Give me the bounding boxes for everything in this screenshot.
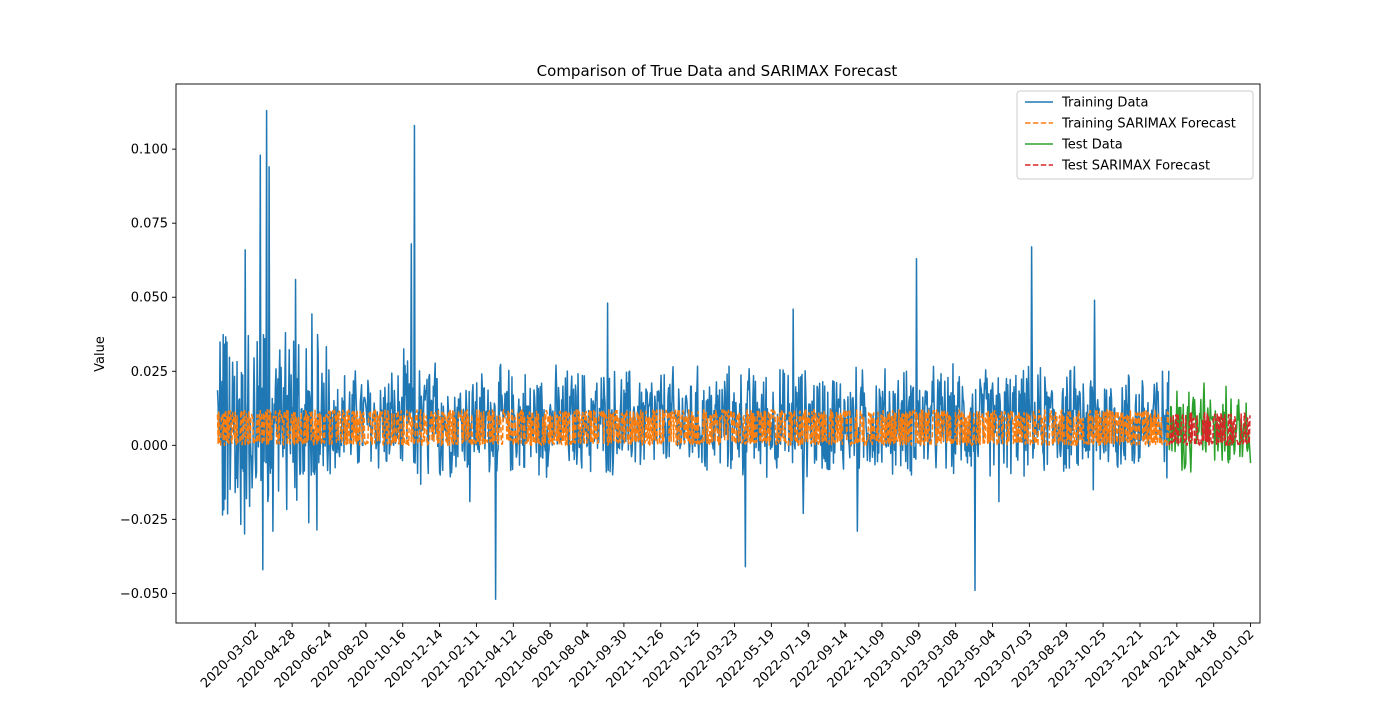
y-tick-label: 0.050 xyxy=(131,291,168,306)
y-tick-label: 0.025 xyxy=(131,365,168,380)
chart-title: Comparison of True Data and SARIMAX Fore… xyxy=(537,62,898,80)
series-line-test-data xyxy=(1168,382,1252,473)
legend-label: Training SARIMAX Forecast xyxy=(1061,117,1236,132)
series-line-training-sarimax-forecast xyxy=(216,409,1170,447)
y-tick-label: 0.000 xyxy=(131,439,168,454)
y-tick-label: 0.075 xyxy=(131,217,168,232)
y-tick-label: 0.100 xyxy=(131,143,168,158)
series-line-training-data xyxy=(216,109,1170,601)
series-line-test-sarimax-forecast xyxy=(1168,412,1251,446)
y-tick-label: −0.050 xyxy=(120,587,168,602)
plot-frame xyxy=(175,83,1261,624)
legend-label: Test Data xyxy=(1061,138,1123,153)
legend-label: Test SARIMAX Forecast xyxy=(1061,159,1210,174)
legend-box xyxy=(1016,90,1254,180)
plot-area xyxy=(216,109,1252,601)
y-axis-label: Value xyxy=(93,336,108,372)
legend-label: Training Data xyxy=(1061,96,1148,111)
y-tick-label: −0.025 xyxy=(120,513,168,528)
legend: Training Data Training SARIMAX Forecast Te… xyxy=(1016,90,1254,180)
